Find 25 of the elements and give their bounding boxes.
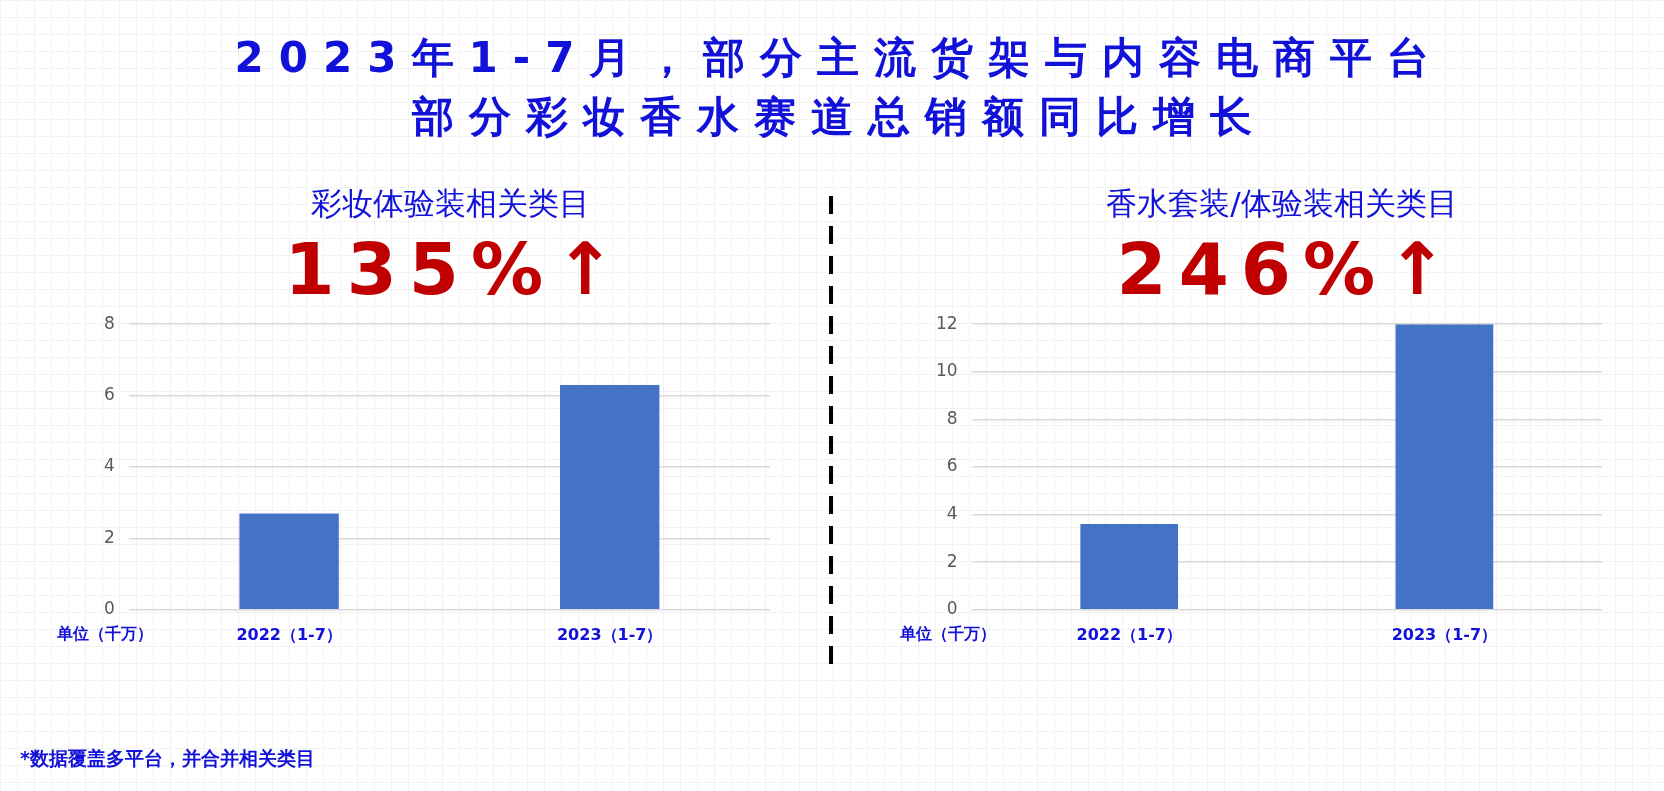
y-tick-label: 4: [946, 503, 958, 524]
y-tick-label: 0: [103, 598, 115, 619]
x-tick-label: 2023（1-7）: [1391, 624, 1498, 644]
y-tick-label: 6: [103, 384, 115, 405]
y-tick-label: 12: [935, 312, 958, 333]
text: 部分彩妆香水赛道总销额同比增长: [410, 91, 1268, 143]
y-tick-label: 2: [946, 550, 958, 571]
y-tick-label: 4: [103, 455, 115, 476]
chart-subtitle: 135%↑: [283, 227, 629, 311]
y-tick-label: 8: [946, 407, 958, 428]
text: *数据覆盖多平台，并合并相关类目: [20, 746, 315, 771]
x-tick-label: 2022（1-7）: [1076, 624, 1182, 644]
x-tick-label: 2023（1-7）: [556, 624, 663, 644]
chart-title: 香水套装/体验装相关类目: [1105, 184, 1459, 223]
text: 2023年1-7月，部分主流货架与内容电商平台: [233, 32, 1446, 84]
y-axis-title: 单位（千万）: [55, 623, 153, 643]
y-tick-label: 8: [103, 312, 115, 333]
chart-title: 彩妆体验装相关类目: [309, 184, 591, 223]
y-tick-label: 10: [935, 360, 958, 381]
y-tick-label: 0: [946, 598, 958, 619]
y-axis-title: 单位（千万）: [898, 623, 996, 643]
chart-subtitle: 246%↑: [1115, 227, 1461, 311]
y-tick-label: 6: [946, 455, 958, 476]
y-tick-label: 2: [103, 526, 115, 547]
x-tick-label: 2022（1-7）: [236, 624, 342, 644]
